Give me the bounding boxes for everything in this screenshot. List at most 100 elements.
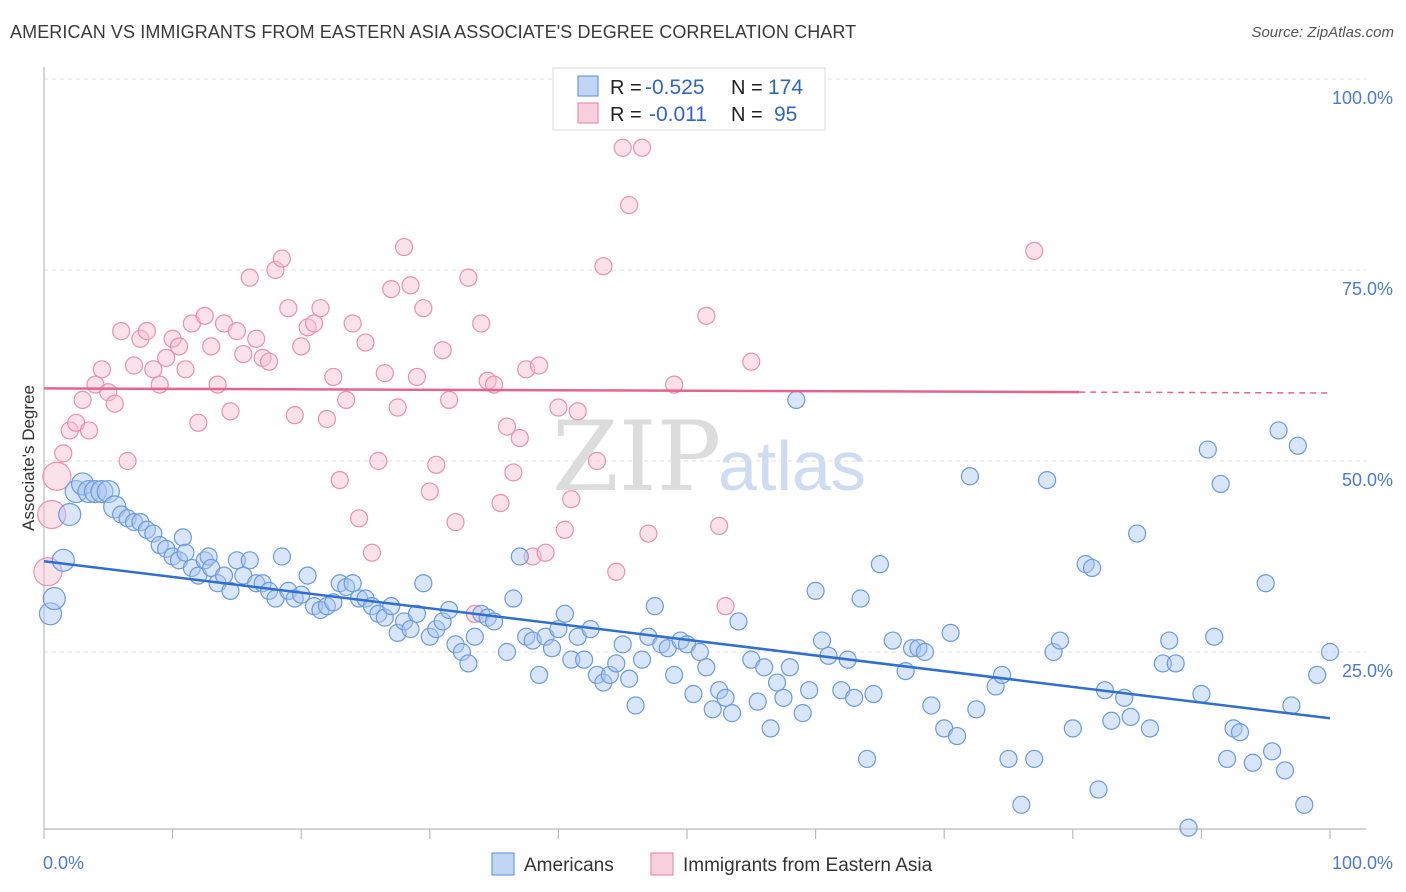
immigrants-point: [639, 524, 658, 543]
immigrants-point: [279, 299, 298, 318]
americans-point: [42, 586, 66, 611]
americans-point: [1211, 474, 1230, 494]
americans-point: [96, 479, 120, 504]
immigrants-point: [1025, 241, 1044, 260]
immigrants-point: [330, 471, 349, 490]
americans-point: [767, 673, 787, 692]
immigrants-point: [530, 356, 549, 375]
americans-point: [1243, 753, 1262, 772]
legend-n-value: 95: [774, 103, 797, 126]
americans-point: [1282, 696, 1301, 715]
y-tick-label: 100.0%: [1332, 88, 1393, 108]
americans-point: [157, 539, 176, 558]
immigrants-point: [150, 375, 169, 394]
americans-point: [414, 574, 433, 593]
americans-point: [420, 627, 439, 646]
americans-point: [800, 681, 819, 700]
americans-point: [748, 692, 767, 711]
immigrants-point: [169, 337, 189, 356]
immigrants-point: [420, 482, 439, 501]
americans-point: [298, 566, 317, 585]
americans-point: [452, 642, 472, 662]
americans-trend-line: [43, 560, 1331, 720]
immigrants-point: [304, 314, 324, 333]
legend-n-value: 174: [768, 76, 803, 99]
immigrants-point: [446, 513, 465, 532]
immigrants-point: [131, 329, 150, 348]
immigrants-point: [665, 375, 684, 394]
americans-point: [967, 700, 986, 719]
immigrants-point: [459, 268, 478, 287]
americans-point: [684, 684, 703, 704]
americans-point: [774, 688, 793, 707]
trend-lines: [43, 387, 1331, 720]
americans-point: [272, 547, 292, 566]
immigrants-point: [568, 402, 587, 421]
bottom-legend: Americans Immigrants from Eastern Asia: [491, 852, 933, 876]
americans-point: [131, 513, 150, 532]
legend-r-value: -0.525: [645, 76, 705, 99]
americans-point: [1256, 574, 1275, 593]
americans-point: [1288, 436, 1307, 455]
americans-point: [497, 642, 517, 662]
americans-point: [620, 669, 639, 688]
americans-point: [1192, 684, 1211, 704]
americans-point: [645, 597, 664, 616]
immigrants-point: [401, 276, 420, 295]
americans-point: [697, 658, 716, 677]
immigrants-point: [272, 249, 292, 268]
americans-point: [864, 684, 883, 704]
americans-point: [613, 635, 632, 654]
americans-point: [1025, 749, 1044, 769]
americans-point: [1166, 654, 1185, 673]
immigrants-trend-line-dashed: [1079, 391, 1331, 394]
immigrants-point: [427, 455, 446, 474]
americans-point: [1089, 780, 1108, 799]
immigrants-point: [536, 543, 555, 562]
immigrants-point: [362, 543, 382, 562]
americans-point: [1320, 642, 1340, 662]
legend-n-label: N =: [731, 77, 763, 99]
legend-r-label: R =: [610, 104, 642, 126]
series-americans-points: [38, 390, 1340, 837]
x-axis-ticks: [43, 829, 1331, 839]
immigrants-point: [433, 341, 452, 360]
americans-point: [542, 639, 562, 658]
americans-point: [915, 642, 935, 662]
americans-point: [1140, 719, 1160, 738]
americans-point: [562, 650, 581, 669]
immigrants-point: [285, 406, 304, 425]
americans-point: [407, 604, 427, 623]
americans-point: [433, 612, 452, 631]
y-tick-label: 75.0%: [1342, 279, 1393, 299]
immigrants-point: [337, 390, 356, 409]
americans-point: [530, 665, 549, 685]
americans-point: [199, 547, 218, 566]
americans-point: [90, 479, 114, 504]
americans-point: [690, 642, 709, 662]
immigrants-point: [92, 360, 111, 379]
americans-point: [510, 547, 529, 566]
americans-point: [173, 528, 192, 547]
americans-point: [221, 581, 240, 600]
immigrants-point: [163, 329, 182, 348]
americans-point: [77, 479, 101, 504]
americans-point: [504, 589, 523, 608]
americans-point: [806, 581, 825, 600]
immigrants-point: [259, 352, 279, 371]
americans-point: [1205, 627, 1224, 646]
immigrants-point: [189, 413, 208, 432]
americans-point: [1160, 631, 1179, 650]
immigrants-point: [234, 344, 253, 364]
immigrants-point: [594, 257, 613, 276]
watermark-atlas: atlas: [718, 427, 866, 505]
immigrants-point: [324, 367, 343, 387]
immigrants-point: [382, 280, 401, 299]
bottom-legend-swatch-immigrants: [650, 852, 674, 876]
immigrants-point: [124, 356, 144, 375]
immigrants-point: [716, 597, 735, 616]
americans-point: [1275, 761, 1295, 780]
source-label: Source: ZipAtlas.com: [1251, 24, 1394, 41]
immigrants-point: [349, 509, 369, 528]
